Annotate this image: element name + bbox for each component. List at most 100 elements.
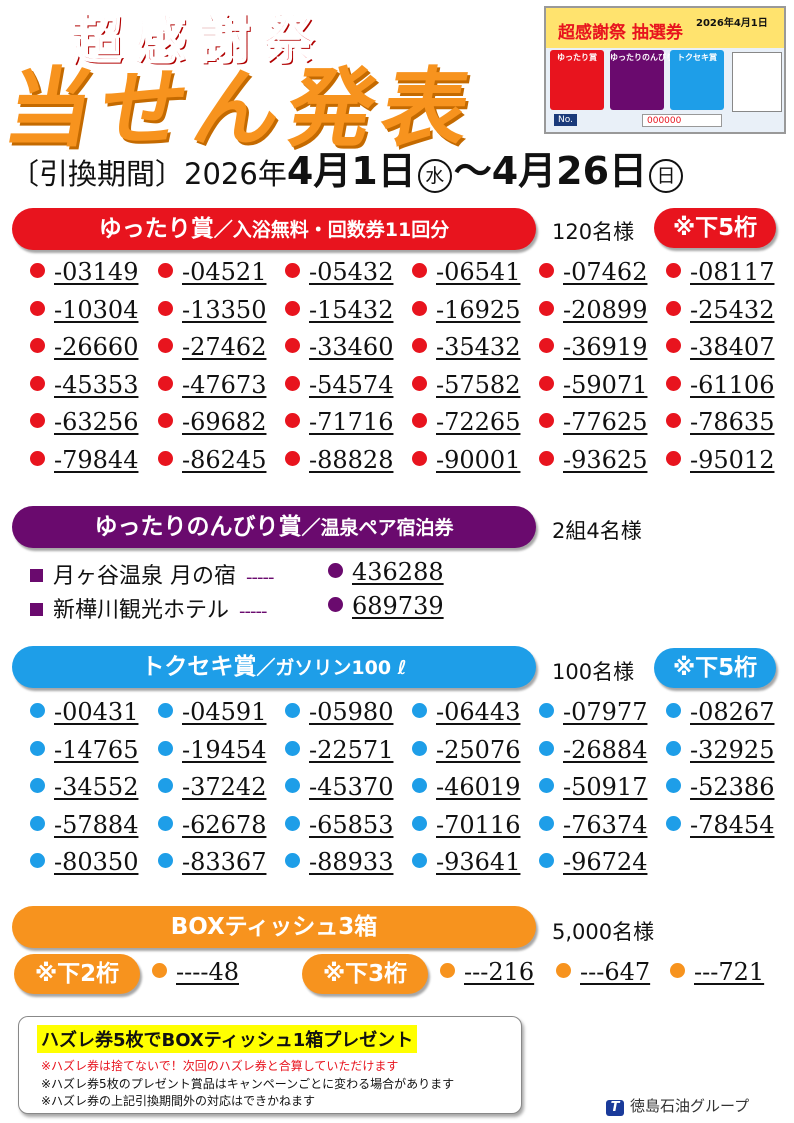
number-entry: -57884 [30, 811, 138, 839]
bullet-dot-icon [666, 703, 681, 718]
tokuseki-name: トクセキ賞 [141, 654, 257, 680]
company-logo-icon: T [606, 1100, 624, 1116]
winning-number: -65853 [309, 810, 394, 839]
bullet-dot-icon [158, 450, 173, 466]
winning-number: -15432 [309, 295, 394, 324]
bullet-dot-icon [285, 413, 300, 428]
winning-number: -27462 [182, 333, 267, 361]
number-entry: -25076 [412, 736, 520, 764]
bullet-dot-icon [158, 375, 173, 391]
number-entry: -88828 [285, 446, 393, 474]
number-entry: -63256 [30, 408, 138, 436]
period-start-day: 水 [417, 159, 452, 193]
winning-number: -86245 [182, 445, 267, 474]
tissue-name: BOXティッシュ3箱 [170, 914, 378, 940]
bullet-dot-icon [539, 778, 554, 793]
number-entry: -50917 [539, 773, 647, 801]
winning-number: -37242 [182, 773, 267, 801]
winning-number: -35432 [436, 333, 521, 361]
number-entry: -83367 [158, 848, 266, 876]
bullet-dot-icon [328, 563, 343, 578]
thumbnail-tissue-box [732, 52, 782, 112]
nonbiri-name: ゆったりのんびり賞 [94, 514, 302, 540]
nonbiri-banner: ゆったりのんびり賞／温泉ペア宿泊券 [12, 506, 536, 548]
number-entry: -70116 [412, 811, 520, 839]
period-end: 4月26日 [491, 149, 648, 193]
bullet-dot-icon [30, 815, 45, 831]
bullet-dot-icon [30, 375, 45, 391]
yuttari-count: 120名様 [552, 220, 635, 244]
winning-number: -90001 [436, 445, 521, 474]
winning-number: -63256 [54, 408, 139, 436]
winning-number: -07977 [563, 698, 648, 726]
hotel-number-entry: 689739 [328, 592, 444, 620]
number-entry: -35432 [412, 333, 520, 361]
winning-number: -70116 [436, 810, 521, 839]
number-entry: -33460 [285, 333, 393, 361]
winning-number: -50917 [563, 773, 648, 801]
winning-number: -45370 [309, 773, 394, 801]
nonbiri-detail: ／温泉ペア宿泊券 [301, 517, 454, 539]
number-entry: -20899 [539, 296, 647, 324]
winning-number: -03149 [54, 258, 139, 286]
winning-number: -14765 [54, 735, 139, 764]
yuttari-detail: ／入浴無料・回数券11回分 [213, 219, 450, 241]
tokuseki-digits-badge: ※下5桁 [654, 648, 776, 688]
bullet-dot-icon [539, 413, 554, 428]
winning-number: -83367 [182, 848, 267, 876]
tokuseki-banner: トクセキ賞／ガソリン100 ℓ [12, 646, 536, 688]
number-entry: -00431 [30, 698, 138, 726]
thumbnail-col-yuttari: ゆったり賞 [550, 50, 604, 110]
winning-number: -13350 [182, 295, 267, 324]
bullet-dot-icon [412, 263, 427, 278]
number-entry: -16925 [412, 296, 520, 324]
winning-number: -93641 [436, 848, 521, 876]
bullet-dot-icon [30, 740, 45, 756]
company-logo: T 徳島石油グループ [606, 1095, 749, 1116]
bullet-dot-icon [440, 963, 455, 978]
winning-number: -54574 [309, 370, 394, 399]
tokuseki-count: 100名様 [552, 660, 635, 684]
number-entry: -76374 [539, 811, 647, 839]
tissue-count: 5,000名様 [552, 920, 655, 944]
winning-number: -79844 [54, 445, 139, 474]
number-entry: -95012 [666, 446, 774, 474]
number-entry: -93625 [539, 446, 647, 474]
hotel-row: 新樺川観光ホテル ----- [30, 592, 271, 624]
number-entry: -54574 [285, 371, 393, 399]
winning-number: -33460 [309, 333, 394, 361]
number-entry: -88933 [285, 848, 393, 876]
bullet-dot-icon [285, 703, 300, 718]
hotel-number-entry: 436288 [328, 558, 444, 586]
winning-number: -10304 [54, 295, 139, 324]
winning-number: -88828 [309, 445, 394, 474]
winning-number: -57582 [436, 370, 521, 399]
number-entry: -15432 [285, 296, 393, 324]
number-entry: -86245 [158, 446, 266, 474]
winning-number: -72265 [436, 408, 521, 436]
winning-number: 689739 [352, 592, 444, 620]
bullet-dot-icon [30, 263, 45, 278]
bullet-dot-icon [412, 740, 427, 756]
winning-number: -19454 [182, 735, 267, 764]
winning-number: -26884 [563, 735, 648, 764]
bullet-dot-icon [666, 300, 681, 316]
number-entry: -96724 [539, 848, 647, 876]
bullet-dot-icon [412, 703, 427, 718]
thumbnail-no-value: 000000 [642, 114, 722, 127]
number-entry: -04521 [158, 258, 266, 286]
thumbnail-no-label: No. [554, 114, 577, 126]
bullet-dot-icon [158, 853, 173, 868]
notes-headline: ハズレ券5枚でBOXティッシュ1箱プレゼント [37, 1025, 418, 1053]
number-entry: -08267 [666, 698, 774, 726]
bullet-dot-icon [666, 450, 681, 466]
bullet-dot-icon [30, 338, 45, 353]
thumbnail-label: ゆったり賞 [557, 53, 597, 62]
bullet-dot-icon [285, 815, 300, 831]
number-entry: -10304 [30, 296, 138, 324]
number-entry: -80350 [30, 848, 138, 876]
bullet-dot-icon [285, 778, 300, 793]
bullet-dot-icon [158, 778, 173, 793]
bullet-dot-icon [158, 263, 173, 278]
number-entry: -27462 [158, 333, 266, 361]
